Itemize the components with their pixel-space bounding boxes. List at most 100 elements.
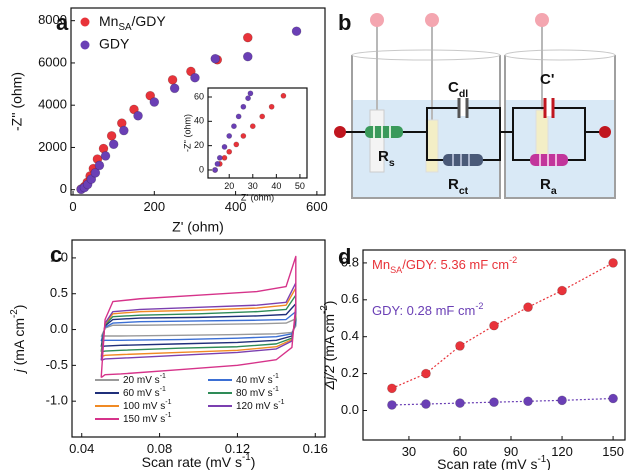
text-part: s [389,157,395,169]
cv-curve [100,255,297,379]
label-ra: Ra [540,176,557,197]
text-part: j [11,368,27,374]
plot-area [362,249,626,441]
text-part: -1 [160,373,166,380]
data-point [231,123,237,130]
label-cdl: Cdl [448,79,468,100]
text-part: 80 mV s [236,388,273,399]
data-point [240,103,247,110]
data-point [557,285,567,296]
text-part: 40 mV s [236,375,273,386]
data-point [212,167,218,173]
text-part: Mn [99,13,118,29]
data-point [233,141,240,148]
y-tick-label: 4000 [38,97,67,112]
text-part: -2 [319,305,330,314]
text-part: Δj/2 [321,365,337,390]
panel-label: a [56,10,69,35]
resistor-band [452,154,470,166]
x-tick-label: 50 [295,181,305,191]
legend-marker [80,17,90,27]
data-point [167,75,178,85]
data-point [90,168,101,178]
data-point [240,133,247,139]
legend-label: 80 mV s-1 [236,386,279,398]
data-point [94,160,105,171]
data-point [108,139,119,150]
text-part: /GDY [132,13,167,29]
data-point [235,113,242,120]
text-part: Scan rate (mV s [142,454,242,470]
chart: 0.04 0.08 0.12 0.16 -1.0 -0.5 0.0 0.5 1.0 Scan ra… [9,239,328,470]
data-point [489,397,499,407]
text-part: ) [251,454,256,470]
panel-label: c [50,242,62,267]
x-tick-label: 30 [402,444,416,459]
x-tick-label: 0.08 [147,441,172,456]
x-tick-label: 600 [306,199,328,214]
text-part: GDY: 0.28 mF cm [372,303,475,318]
data-point [387,400,397,410]
y-tick-label: 0 [60,181,67,196]
data-point [226,133,233,139]
data-point [214,160,221,167]
capacitor-gap [545,100,553,116]
text-part: (mA cm [321,314,337,365]
y-tick-label: 40 [194,116,204,126]
resistor-band [373,126,391,138]
resistor [443,154,483,166]
y-tick-label: 6000 [38,54,67,69]
x-tick-label: 0.16 [303,441,328,456]
x-axis-label: Scan rate (mV s-1) [437,454,551,470]
x-tick-label: 120 [551,444,573,459]
resistor-band [539,154,557,166]
legend-marker [80,40,90,50]
data-point [608,393,618,404]
data-point [249,123,256,130]
x-tick-label: 0 [69,199,76,214]
x-tick-label: 0.12 [225,441,250,456]
x-axis-label: Scan rate (mV s-1) [142,452,256,470]
data-point [242,51,253,62]
text-part: -2 [475,301,483,311]
data-point [221,143,228,150]
label-rs: Rs [378,148,395,169]
legend-label: 60 mV s-1 [123,386,166,398]
text-part: -1 [242,452,251,463]
data-point [608,258,618,268]
panel-label: b [338,10,351,35]
y-tick-label: 0.0 [50,321,68,336]
y-axis-label: -Z'' (ohm) [9,72,25,131]
capacitor-gap [459,100,467,116]
data-point [106,131,117,141]
y-tick-label: 2000 [38,139,67,154]
y-tick-label: 0.2 [341,365,359,380]
data-point [523,396,533,407]
data-point [557,395,567,406]
data-point [169,83,180,94]
data-point [210,53,221,64]
text-part: R [540,176,551,193]
x-tick-label: 20 [224,181,234,191]
text-part: -1 [278,399,284,406]
text-part: dl [459,88,468,100]
x-axis-label: Z' (ohm) [241,192,274,202]
data-point [455,341,465,351]
data-point [226,148,233,155]
legend-label: 100 mV s-1 [123,399,172,411]
text-part: SA [390,265,403,275]
text-part: ) [11,305,27,310]
text-part: -2 [509,255,517,265]
legend-label: 20 mV s-1 [123,373,166,385]
text-part: Scan rate (mV s [437,456,537,470]
legend-label: 40 mV s-1 [236,373,279,385]
data-point [242,32,253,43]
y-tick-label: 0.4 [341,328,359,343]
text-part: ct [459,185,469,197]
data-point [100,151,111,161]
text-part: R [378,148,389,165]
x-tick-label: 400 [225,199,247,214]
text-part: -1 [273,373,279,380]
y-tick-label: 0 [199,164,204,174]
plot-area [207,87,308,179]
